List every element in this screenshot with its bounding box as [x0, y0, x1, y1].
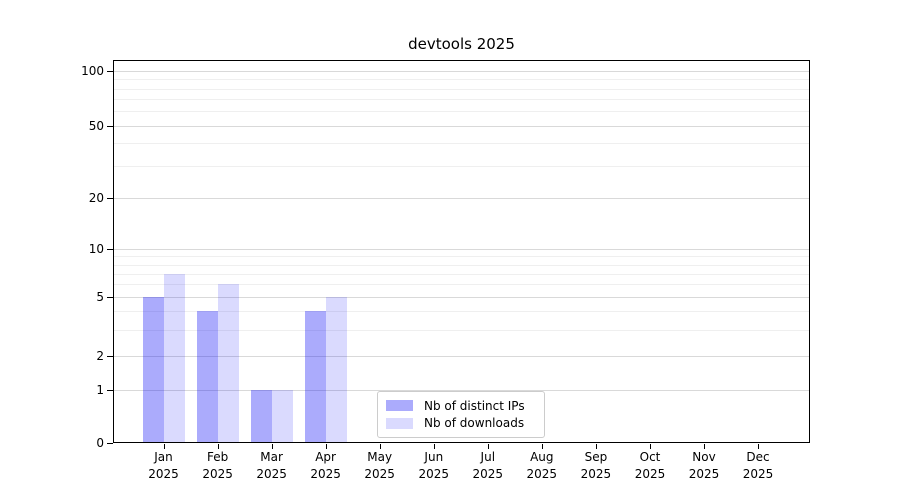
x-tick-label: Apr 2025 [310, 450, 341, 481]
x-tick-mark [650, 444, 651, 449]
chart-title: devtools 2025 [408, 35, 515, 53]
major-gridline [114, 198, 810, 199]
bar-nb-of-distinct-ips-jan [142, 297, 164, 443]
y-tick-mark [107, 297, 113, 298]
major-gridline [114, 71, 810, 72]
x-tick-mark [541, 444, 543, 449]
y-tick-label: 1 [96, 383, 104, 397]
y-tick-label: 2 [96, 349, 104, 363]
x-tick-label: Nov 2025 [688, 450, 720, 481]
x-tick-label: Mar 2025 [256, 450, 287, 481]
minor-gridline [114, 79, 810, 81]
minor-gridline [114, 311, 810, 313]
minor-gridline [114, 99, 810, 100]
minor-gridline [114, 88, 810, 90]
legend-label: Nb of downloads [424, 416, 525, 431]
x-tick-mark [704, 444, 705, 449]
y-tick-mark [107, 249, 113, 250]
bar-nb-of-downloads-apr [325, 297, 347, 443]
x-tick-label: Sep 2025 [580, 450, 612, 481]
bar-nb-of-downloads-feb [217, 284, 239, 443]
major-gridline [114, 390, 810, 391]
minor-gridline [114, 165, 810, 167]
x-tick-label: Feb 2025 [202, 450, 233, 481]
x-tick-label: Oct 2025 [634, 450, 666, 481]
x-tick-mark [758, 444, 759, 449]
x-tick-mark [433, 444, 435, 449]
bar-nb-of-distinct-ips-apr [304, 311, 326, 443]
y-tick-mark [107, 71, 113, 72]
x-tick-label: Aug 2025 [526, 450, 558, 481]
bar-nb-of-distinct-ips-feb [196, 311, 218, 443]
y-tick-mark [107, 356, 113, 357]
x-tick-mark [163, 444, 165, 449]
x-tick-label: Jul 2025 [472, 450, 504, 481]
y-tick-label: 20 [88, 191, 104, 205]
y-tick-mark [107, 125, 113, 127]
y-tick-mark [107, 443, 113, 444]
minor-gridline [114, 273, 810, 275]
x-tick-mark [271, 444, 273, 449]
y-tick-label: 10 [88, 242, 104, 256]
minor-gridline [114, 264, 810, 266]
legend-swatch [386, 400, 413, 412]
legend: Nb of distinct IPs Nb of downloads [377, 391, 545, 438]
y-tick-mark [107, 198, 113, 199]
x-tick-mark [217, 444, 219, 449]
x-tick-label: Dec 2025 [742, 450, 774, 481]
minor-gridline [114, 111, 810, 113]
x-tick-label: Jun 2025 [418, 450, 450, 481]
x-tick-label: Jan 2025 [148, 450, 179, 481]
y-tick-mark [107, 390, 113, 391]
x-tick-mark [379, 444, 381, 449]
legend-row: Nb of downloads [386, 416, 536, 430]
y-tick-label: 100 [81, 64, 104, 78]
major-gridline [114, 125, 810, 127]
minor-gridline [114, 284, 810, 286]
y-tick-label: 0 [96, 436, 104, 450]
y-tick-label: 50 [88, 118, 104, 133]
x-tick-mark [487, 444, 489, 449]
minor-gridline [114, 256, 810, 258]
legend-row: Nb of distinct IPs [386, 399, 536, 413]
x-tick-label: May 2025 [364, 450, 395, 481]
legend-swatch [386, 417, 413, 429]
x-tick-mark [595, 444, 597, 449]
x-tick-mark [325, 444, 327, 449]
y-tick-label: 5 [96, 290, 104, 304]
legend-label: Nb of distinct IPs [424, 398, 525, 413]
minor-gridline [114, 143, 810, 145]
bar-nb-of-distinct-ips-mar [250, 390, 272, 443]
bar-nb-of-downloads-jan [163, 273, 185, 443]
major-gridline [114, 249, 810, 250]
major-gridline [114, 356, 810, 357]
bar-nb-of-downloads-mar [271, 390, 293, 443]
minor-gridline [114, 329, 810, 331]
major-gridline [114, 297, 810, 298]
